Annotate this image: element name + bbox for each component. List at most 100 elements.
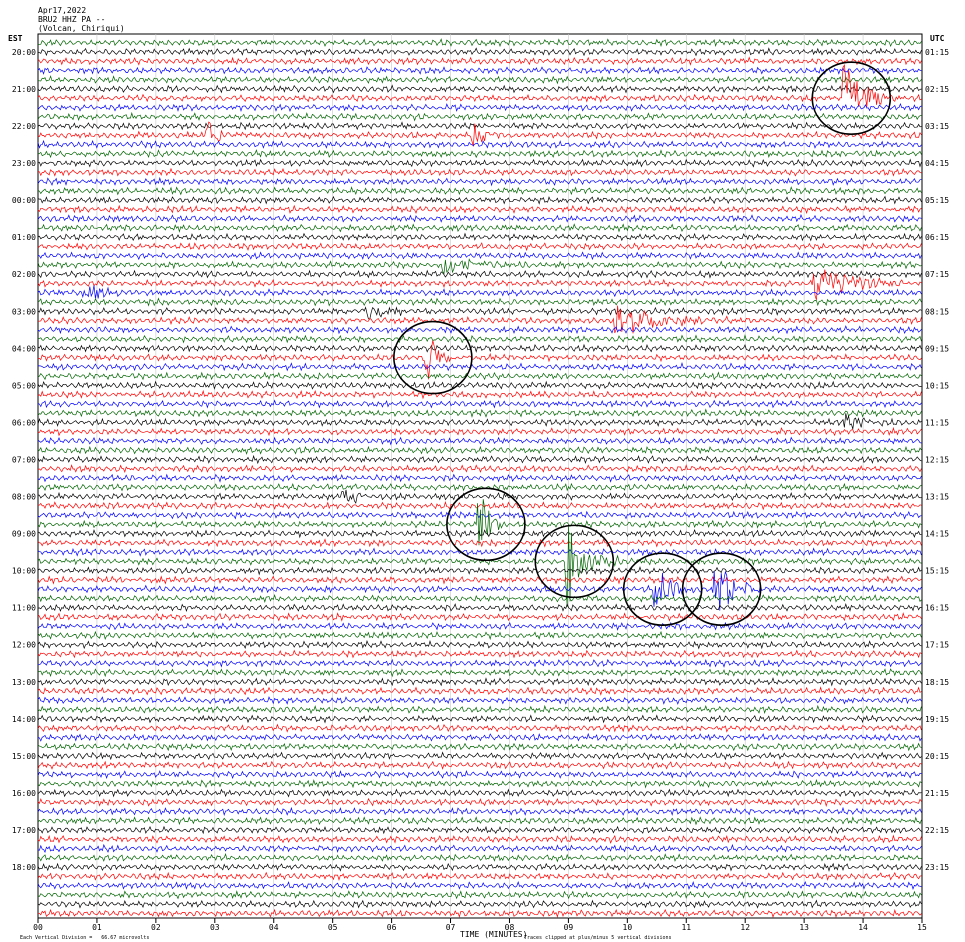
seismic-trace [37,779,922,789]
event-circle [622,552,703,626]
seismic-trace [37,297,922,307]
seismic-trace [37,500,922,511]
right-hour-label: 10:15 [925,381,949,390]
x-tick-label: 01 [92,923,102,932]
left-hour-label: 05:00 [12,381,36,390]
x-tick-label: 15 [917,923,927,932]
seismic-trace [37,195,922,205]
left-hour-label: 23:00 [12,159,36,168]
seismic-trace [37,760,922,770]
seismic-trace [37,306,922,320]
seismic-trace [37,186,922,196]
seismic-trace [37,881,922,890]
x-tick-label: 04 [269,923,279,932]
seismic-trace [37,454,922,465]
x-tick-label: 08 [505,923,515,932]
left-hour-label: 16:00 [12,789,36,798]
left-hour-label: 10:00 [12,567,36,576]
seismic-trace [37,696,922,705]
seismic-trace [37,723,922,733]
seismic-trace [37,371,922,381]
chart-location: (Volcan, Chiriqui) [38,24,125,33]
seismic-trace [37,269,922,279]
seismic-trace [37,769,922,780]
x-axis-label: TIME (MINUTES) [460,930,528,939]
seismic-trace [37,389,922,400]
seismic-trace [37,408,922,418]
x-tick-label: 02 [151,923,161,932]
left-hour-label: 04:00 [12,344,36,353]
right-hour-label: 20:15 [925,752,949,761]
seismic-trace [37,325,922,335]
seismic-trace [37,111,922,122]
seismic-trace [37,677,922,687]
left-hour-label: 03:00 [12,307,36,316]
seismic-trace [37,834,922,844]
seismic-trace [37,121,922,147]
seismic-trace [37,566,922,576]
seismic-trace [37,482,922,492]
left-hour-label: 02:00 [12,270,36,279]
seismic-trace [37,908,922,918]
seismic-trace [37,816,922,826]
x-tick-label: 10 [623,923,633,932]
seismic-trace [37,232,922,242]
seismic-trace [37,704,922,715]
event-circle [534,524,615,599]
x-tick-label: 00 [33,923,43,932]
seismic-trace [37,899,922,909]
seismic-trace [37,547,922,557]
right-hour-label: 01:15 [925,48,949,57]
event-circle [393,320,473,395]
seismic-trace [37,489,922,504]
seismic-trace [37,361,922,372]
seismic-trace [37,732,922,742]
x-tick-label: 03 [210,923,220,932]
left-hour-label: 20:00 [12,48,36,57]
left-hour-label: 14:00 [12,715,36,724]
seismic-trace [37,528,922,539]
event-circle [811,61,892,136]
clip-note: Traces clipped at plus/minus 5 vertical … [524,935,672,941]
seismic-trace [37,639,922,650]
seismic-trace [37,538,922,548]
seismic-trace [37,603,922,613]
seismic-trace [37,714,922,724]
x-tick-label: 13 [799,923,809,932]
right-hour-label: 09:15 [925,344,949,353]
seismic-trace [37,445,922,455]
seismic-trace [37,473,922,483]
seismic-trace [37,658,922,668]
left-hour-label: 07:00 [12,455,36,464]
right-hour-label: 21:15 [925,789,949,798]
right-timezone-label: UTC [930,34,945,43]
seismic-trace [37,593,922,603]
right-hour-label: 19:15 [925,715,949,724]
seismic-trace [37,788,922,798]
seismic-trace [37,38,922,48]
seismic-trace [37,570,922,611]
right-hour-label: 17:15 [925,641,949,650]
x-tick-label: 06 [387,923,397,932]
seismic-trace [37,575,922,585]
left-timezone-label: EST [8,34,23,43]
seismic-trace [37,612,922,622]
seismic-trace [37,343,922,353]
left-hour-label: 13:00 [12,678,36,687]
seismic-trace [37,852,922,863]
seismic-trace [37,510,922,520]
seismic-trace [37,340,922,380]
seismic-trace [37,251,922,261]
seismic-trace [37,214,922,224]
left-hour-label: 15:00 [12,752,36,761]
seismic-trace [37,149,922,159]
x-tick-label: 05 [328,923,338,932]
seismic-trace [37,742,922,752]
seismic-trace [37,103,922,112]
seismic-trace [37,305,922,334]
scale-note: Each Vertical Division = 66.67 microvolt… [20,935,150,941]
chart-date: Apr17,2022 [38,6,87,15]
right-hour-label: 23:15 [925,863,949,872]
seismic-trace [37,223,922,233]
